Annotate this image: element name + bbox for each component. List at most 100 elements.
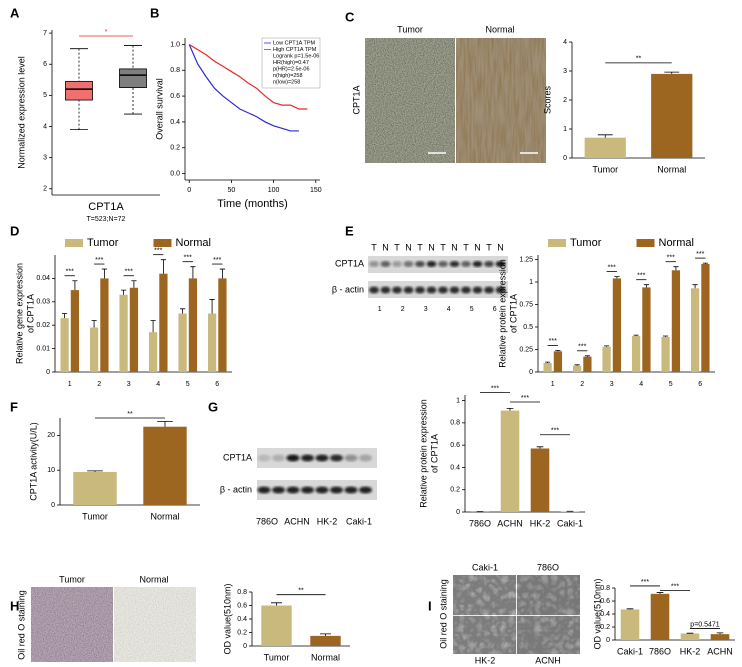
- x-tick-label: 5: [669, 381, 673, 388]
- cell-label: ACNH: [535, 655, 561, 665]
- x-tick-label: Tumor: [592, 164, 618, 174]
- texture: [114, 587, 196, 662]
- bar: [129, 287, 139, 372]
- error-bar: [101, 268, 107, 279]
- band: [472, 286, 483, 294]
- y-tick-label: 0.2: [170, 145, 180, 152]
- bands: [257, 454, 372, 494]
- bar: [100, 278, 109, 372]
- error-bar: [664, 71, 680, 74]
- lane-label: T: [394, 242, 400, 252]
- error-bar: [62, 313, 68, 319]
- error-bar: [320, 633, 331, 636]
- bar: [70, 290, 80, 372]
- x-tick-label: Tumor: [82, 511, 108, 521]
- legend-label: Normal: [176, 237, 211, 249]
- error-bar: [219, 268, 225, 279]
- error-bar: [604, 345, 610, 347]
- x-tick-label: 3: [610, 381, 614, 388]
- band: [495, 286, 506, 294]
- significance-label: **: [636, 56, 642, 63]
- band: [301, 486, 314, 494]
- y-tick-label: 0.5: [523, 324, 533, 331]
- column-label: Tumor: [59, 574, 85, 584]
- error-bar: [692, 284, 698, 289]
- significance-label: ***: [671, 583, 679, 590]
- significance-label: ***: [66, 269, 74, 276]
- sample-label: 1: [378, 306, 382, 313]
- bar: [73, 471, 117, 505]
- band: [330, 486, 343, 494]
- sample-label: 5: [470, 306, 474, 313]
- band: [369, 261, 379, 267]
- lane-label: N: [451, 242, 458, 252]
- significance-label: ***: [608, 264, 616, 271]
- bar: [602, 346, 611, 372]
- band: [438, 286, 448, 294]
- y-tick-label: 4: [563, 39, 567, 46]
- x-tick-label: 2: [97, 381, 101, 388]
- error-bar: [157, 421, 173, 427]
- row-label: CPT1A: [351, 85, 361, 114]
- bar: [651, 73, 693, 158]
- bar: [60, 318, 69, 372]
- x-tick-label: HK-2: [530, 518, 551, 528]
- box: [119, 68, 147, 88]
- y-axis-label: Relative gene expression: [14, 263, 24, 364]
- x-tick-label: Normal: [311, 652, 340, 662]
- error-bar: [150, 320, 156, 333]
- y-tick-label: 1.25: [519, 256, 533, 263]
- band: [461, 261, 471, 267]
- row-label: β - actin: [332, 284, 364, 294]
- y-tick-label: 0.02: [36, 322, 50, 329]
- row-label: Oil red O staining: [438, 579, 448, 649]
- significance-label: ***: [637, 273, 645, 280]
- lane-label: N: [405, 242, 412, 252]
- significance-label: ***: [154, 248, 162, 255]
- y-tick-label: 0.8: [600, 585, 610, 592]
- bar: [631, 336, 641, 372]
- x-tick-label: 2: [580, 381, 584, 388]
- y-tick-label: 0.6: [450, 442, 460, 449]
- significance-label: p=0.5471: [690, 621, 719, 628]
- bar: [650, 593, 670, 640]
- row-label: Oil red O staining: [16, 590, 26, 660]
- x-tick-label: Tumor: [264, 652, 290, 662]
- band: [415, 286, 425, 294]
- legend-note: HR(high)=0.47: [273, 60, 309, 66]
- panel-letter: H: [10, 598, 19, 613]
- bar: [143, 426, 187, 505]
- y-tick-label: 0: [606, 637, 610, 644]
- x-tick-label: Caki-1: [557, 518, 583, 528]
- y-tick-label: 0.4: [170, 119, 180, 126]
- x-tick-label: 4: [639, 381, 643, 388]
- legend-label: Tumor: [87, 237, 119, 249]
- y-axis-label: CPT1A activity(U/L): [28, 422, 38, 501]
- bar: [159, 273, 168, 372]
- y-tick-label: 7: [43, 30, 47, 37]
- western-blot-e: CPT1A β - actin T N T N T N T N T N T N1 2 3 4 5 6: [332, 242, 508, 313]
- y-tick-label: 3: [43, 154, 47, 161]
- panel-letter: G: [208, 399, 218, 414]
- error-bar: [716, 632, 724, 635]
- lane-label: N: [428, 242, 435, 252]
- x-tick-label: 6: [215, 381, 219, 388]
- band: [426, 261, 437, 267]
- band: [392, 261, 402, 267]
- y-tick-label: 0.8: [237, 589, 247, 596]
- legend-swatch: [153, 239, 172, 247]
- bar: [188, 278, 198, 372]
- x-axis-label: CPT1A: [88, 201, 124, 213]
- x-tick-label: 6: [698, 381, 702, 388]
- band: [449, 286, 460, 294]
- error-bar: [673, 266, 679, 271]
- band: [286, 486, 300, 494]
- x-tick-label: 5: [186, 381, 190, 388]
- lane-label: ACHN: [284, 516, 310, 526]
- band: [461, 286, 471, 294]
- band: [449, 261, 460, 267]
- x-axis-label: Time (months): [217, 198, 288, 210]
- error-bar: [614, 276, 620, 279]
- box: [65, 80, 93, 101]
